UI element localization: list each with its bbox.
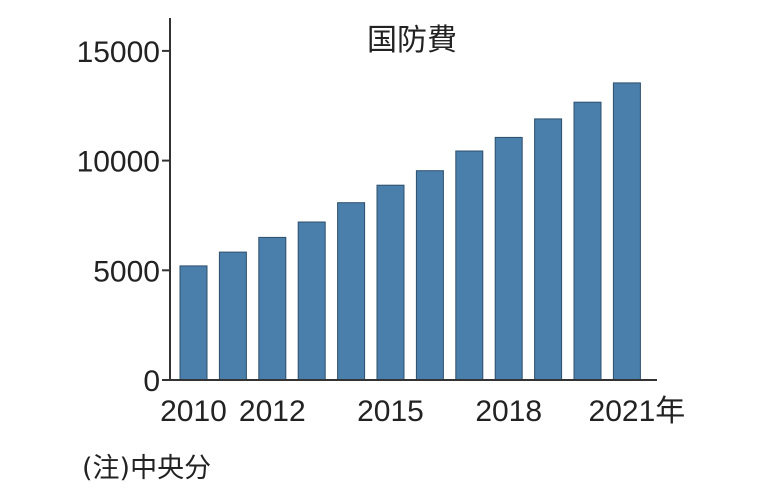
bar-2021	[612, 82, 641, 381]
x-tick-label-2015: 2015	[357, 395, 424, 428]
bar-2011	[218, 251, 247, 381]
bars-group	[179, 82, 641, 381]
bar-2013	[297, 221, 326, 381]
x-tick-label-2012: 2012	[239, 395, 306, 428]
bar-2019	[534, 118, 563, 381]
y-tick-label-15000: 15000	[77, 36, 160, 69]
bar-2012	[258, 236, 287, 381]
bar-2016	[415, 170, 444, 381]
x-ticks-group: 2010 2012 2015 2018 2021年	[160, 395, 685, 428]
x-tick-label-2021: 2021年	[589, 395, 686, 428]
x-tick-label-2018: 2018	[475, 395, 542, 428]
bar-2015	[376, 184, 405, 381]
chart-title: 国防費	[367, 23, 457, 58]
axes-group	[162, 18, 657, 381]
bar-2020	[573, 101, 602, 381]
bar-2017	[455, 150, 484, 381]
y-tick-label-5000: 5000	[93, 255, 160, 288]
x-tick-label-2010: 2010	[160, 395, 227, 428]
y-tick-label-0: 0	[143, 365, 160, 398]
bar-2014	[337, 202, 366, 381]
bar-2010	[179, 265, 208, 381]
y-tick-label-10000: 10000	[77, 146, 160, 179]
source-note: (注)中央分	[82, 453, 212, 484]
bar-2018	[494, 136, 523, 381]
y-ticks-group: 0 5000 10000 15000	[77, 36, 170, 398]
